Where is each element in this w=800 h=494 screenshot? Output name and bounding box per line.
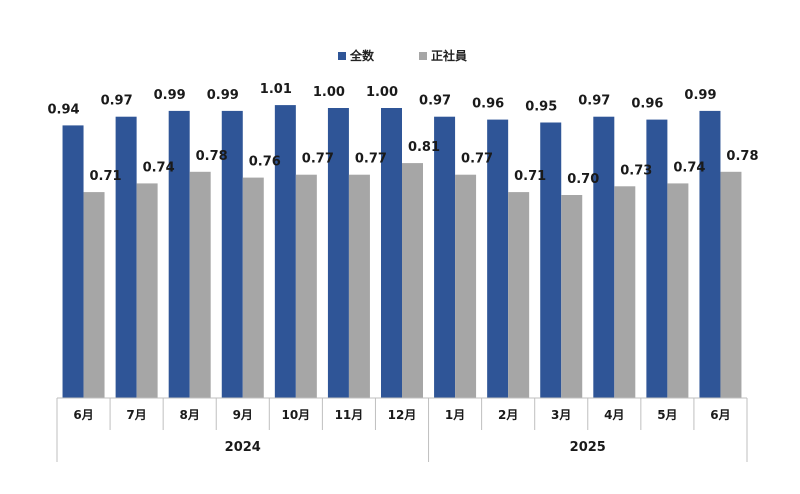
bar-total-11: [646, 119, 668, 398]
value-label-total-12: 0.99: [684, 88, 716, 103]
value-label-total-5: 1.00: [313, 85, 345, 100]
value-label-regular-1: 0.74: [143, 160, 175, 175]
value-label-total-1: 0.97: [101, 94, 133, 109]
month-label-6: 12月: [388, 408, 417, 422]
bars: [62, 105, 742, 399]
value-label-regular-10: 0.73: [620, 163, 652, 178]
month-label-1: 7月: [126, 408, 146, 422]
month-label-2: 8月: [180, 408, 200, 422]
value-label-total-7: 0.97: [419, 94, 451, 109]
bar-regular-6: [402, 163, 423, 398]
bar-total-3: [221, 110, 243, 399]
value-label-total-9: 0.95: [525, 100, 557, 115]
bar-regular-12: [720, 171, 742, 398]
value-label-regular-12: 0.78: [726, 149, 758, 164]
bar-regular-4: [295, 174, 317, 398]
month-label-9: 3月: [551, 408, 571, 422]
month-label-7: 1月: [445, 408, 465, 422]
bar-total-6: [381, 108, 402, 398]
value-label-total-6: 1.00: [366, 85, 398, 100]
bar-total-0: [62, 125, 84, 399]
month-label-12: 6月: [710, 408, 730, 422]
bar-regular-8: [508, 192, 530, 398]
value-label-regular-8: 0.71: [514, 169, 546, 184]
bar-total-2: [168, 110, 190, 399]
value-label-total-3: 0.99: [207, 88, 239, 103]
value-label-regular-11: 0.74: [673, 160, 705, 175]
value-label-total-2: 0.99: [154, 88, 186, 103]
bar-total-12: [699, 110, 721, 399]
bar-total-8: [487, 119, 509, 398]
value-label-total-10: 0.97: [578, 94, 610, 109]
bar-total-10: [593, 116, 615, 398]
value-label-regular-3: 0.76: [249, 155, 281, 170]
bar-total-9: [540, 122, 562, 398]
value-label-total-11: 0.96: [631, 97, 663, 112]
bar-total-5: [327, 108, 349, 398]
month-label-4: 10月: [281, 408, 310, 422]
value-label-regular-2: 0.78: [196, 149, 228, 164]
legend: 全数 正社員: [338, 48, 467, 63]
value-label-total-8: 0.96: [472, 97, 504, 112]
month-label-0: 6月: [73, 408, 93, 422]
month-label-11: 5月: [657, 408, 677, 422]
month-label-8: 2月: [498, 408, 518, 422]
value-label-total-4: 1.01: [260, 82, 292, 97]
bar-total-1: [115, 116, 137, 398]
year-label-1: 2025: [570, 440, 606, 455]
year-label-0: 2024: [225, 440, 261, 455]
value-label-regular-7: 0.77: [461, 152, 493, 167]
value-label-total-0: 0.94: [47, 102, 79, 117]
legend-label-1: 正社員: [431, 48, 467, 63]
bar-regular-5: [348, 174, 370, 398]
month-label-5: 11月: [335, 408, 364, 422]
bar-regular-11: [667, 183, 689, 398]
bar-regular-9: [561, 195, 583, 398]
value-labels: 0.94 0.97 0.99 0.99 1.01 1.00 1.00 0.97 0.96 0.95…: [47, 82, 758, 187]
value-label-regular-6: 0.81: [408, 140, 440, 155]
x-axis: 6月 7月 8月 9月 10月 11月 12月 1月 2月 3月 4月 5月 6月 2024 2025: [56, 397, 748, 462]
bar-total-7: [434, 116, 456, 398]
bar-regular-10: [614, 186, 636, 398]
value-label-regular-4: 0.77: [302, 152, 334, 167]
bar-regular-7: [455, 174, 477, 398]
legend-swatch-0: [338, 52, 346, 60]
month-label-10: 4月: [604, 408, 624, 422]
bar-regular-0: [83, 192, 105, 398]
value-label-regular-5: 0.77: [355, 152, 387, 167]
value-label-regular-9: 0.70: [567, 172, 599, 187]
value-label-regular-0: 0.71: [89, 169, 121, 184]
bar-regular-3: [242, 177, 264, 398]
bar-total-4: [274, 105, 296, 398]
month-label-3: 9月: [233, 408, 253, 422]
bar-regular-2: [189, 171, 211, 398]
legend-label-0: 全数: [349, 48, 375, 63]
bar-regular-1: [136, 183, 158, 398]
legend-swatch-1: [419, 52, 427, 60]
